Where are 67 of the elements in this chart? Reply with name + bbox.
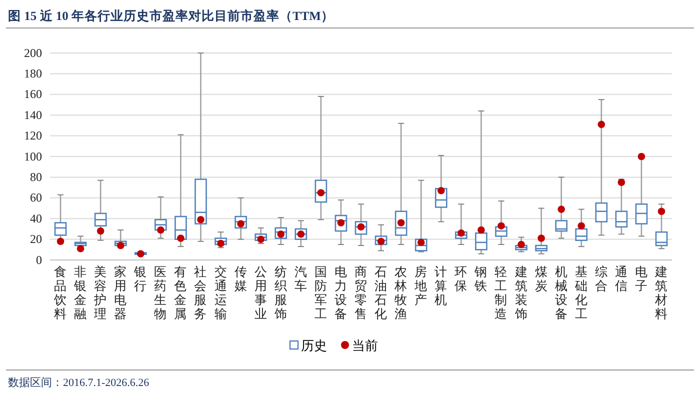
y-tick-label: 180 (24, 66, 42, 81)
x-tick-label: 食品饮料 (53, 265, 68, 321)
y-tick-label: 160 (24, 87, 42, 102)
x-tick-label: 建筑材料 (654, 265, 668, 321)
point (157, 226, 164, 234)
x-tick-label: 国防军工 (314, 265, 328, 321)
y-tick-label: 40 (30, 211, 42, 226)
y-tick-label: 120 (24, 128, 42, 143)
point (518, 240, 525, 248)
point (437, 187, 445, 194)
point (177, 234, 184, 242)
y-tick-label: 60 (30, 190, 42, 205)
y-tick-label: 200 (24, 46, 42, 60)
x-tick-label: 银行 (133, 265, 148, 293)
x-tick-label: 通信 (614, 265, 628, 293)
x-tick-label: 纺织服饰 (273, 265, 288, 321)
x-tick-label: 非银金融 (73, 265, 88, 321)
point (638, 152, 646, 160)
x-tick-label: 交通运输 (214, 264, 228, 321)
point (478, 226, 485, 234)
point (56, 238, 64, 246)
x-tick-label: 环保 (454, 265, 468, 293)
y-tick-label: 80 (30, 170, 42, 184)
point (558, 206, 565, 213)
point (197, 216, 204, 224)
point (217, 240, 224, 248)
x-tick-label: 煤炭 (534, 265, 548, 293)
x-tick-label: 综合 (594, 265, 608, 293)
x-tick-label: 机械设备 (554, 265, 568, 321)
x-tick-label: 美容护理 (93, 264, 108, 321)
point (458, 229, 465, 237)
x-tick-label: 电力设备 (334, 265, 348, 321)
point (658, 208, 666, 216)
y-tick-label: 0 (36, 252, 42, 267)
x-tick-label: 医药生物 (154, 265, 168, 321)
x-tick-label: 有色金属 (174, 265, 188, 321)
x-tick-label: 商贸零售 (354, 265, 368, 321)
y-tick-label: 20 (30, 232, 42, 246)
text: 数据区间：2016.7.1-2026.6.26 (8, 377, 150, 389)
point (76, 244, 84, 252)
point (538, 234, 545, 242)
x-tick-label: 电子 (634, 265, 648, 293)
x-tick-label: 传媒 (234, 265, 248, 293)
legend-label: 历史 (301, 338, 327, 353)
point (498, 222, 505, 230)
point (618, 178, 626, 186)
y-tick-label: 140 (24, 108, 42, 122)
x-tick-label: 农林牧渔 (394, 265, 408, 321)
point (598, 120, 606, 128)
x-tick-label: 石油石化 (374, 265, 388, 321)
point (96, 227, 104, 235)
x-tick-label: 轻工制造 (494, 265, 508, 321)
x-tick-label: 钢铁 (474, 265, 488, 293)
x-tick-label: 房地产 (414, 264, 428, 307)
x-tick-label: 计算机 (434, 265, 448, 307)
point (578, 222, 586, 230)
x-tick-label: 建筑装饰 (514, 265, 528, 321)
x-tick-label: 公用事业 (254, 265, 268, 321)
chart-title: 图 15 近 10 年各行业历史市盈率对比目前市盈率（TTM） (8, 8, 334, 23)
x-tick-label: 社会服务 (194, 265, 208, 321)
x-tick-label: 家用电器 (114, 264, 128, 321)
point (136, 250, 144, 258)
point (116, 242, 124, 250)
x-tick-label: 汽车 (294, 265, 308, 293)
y-tick-label: 100 (24, 149, 42, 164)
x-tick-label: 基础化工 (574, 265, 588, 321)
legend-label: 当前 (352, 338, 378, 353)
